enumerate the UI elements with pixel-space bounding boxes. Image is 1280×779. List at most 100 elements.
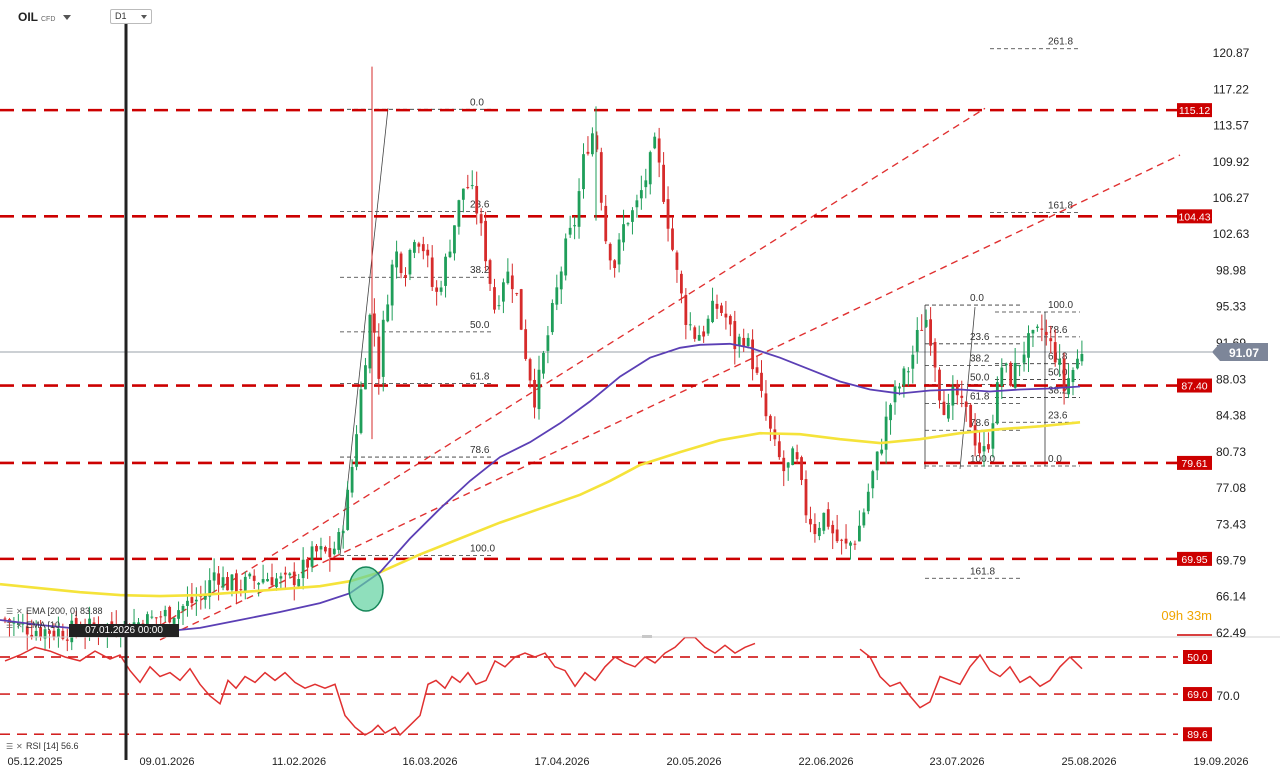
candle-body	[212, 572, 216, 581]
candle-body	[159, 616, 163, 618]
candle-body	[1009, 362, 1013, 386]
candle-body	[550, 303, 554, 333]
price-axis-label: 84.38	[1216, 409, 1246, 423]
candle-body	[813, 524, 817, 535]
candle-body	[617, 239, 621, 265]
price-axis-label: 98.98	[1216, 263, 1246, 277]
candle-body	[920, 329, 924, 331]
candle-body	[328, 548, 332, 558]
settings-icon[interactable]: ☰	[6, 607, 14, 616]
settings-icon[interactable]: ☰	[6, 621, 14, 630]
fib-level-label: 50.0	[970, 373, 990, 384]
candle-body	[461, 188, 465, 200]
fib-level-label: 23.6	[470, 200, 490, 211]
candle-body	[257, 582, 261, 585]
candle-body	[697, 334, 701, 341]
time-axis-label: 22.06.2026	[798, 756, 853, 768]
candle-body	[39, 627, 42, 638]
candle-body	[791, 448, 795, 466]
candle-body	[582, 154, 585, 190]
level-price-tag-label: 104.43	[1178, 211, 1210, 223]
candle-body	[310, 546, 314, 567]
legend-ema100[interactable]: ☰ ✕ EMA [10	[6, 620, 61, 630]
chevron-down-icon[interactable]	[63, 15, 72, 21]
candle-body	[319, 546, 323, 550]
candle-body	[666, 199, 670, 229]
candle-body	[61, 630, 65, 639]
candle-body	[688, 324, 692, 326]
candle-body	[288, 573, 292, 576]
candle-body	[933, 341, 937, 368]
price-axis-label: 69.79	[1216, 553, 1246, 567]
candle-body	[190, 597, 194, 603]
candle-body	[65, 639, 69, 641]
candle-body	[947, 404, 950, 419]
close-icon[interactable]: ✕	[16, 621, 23, 630]
candle-body	[817, 527, 821, 537]
candle-body	[408, 249, 412, 275]
candle-body	[573, 225, 576, 227]
candle-body	[466, 187, 470, 189]
candle-body	[715, 303, 719, 309]
price-pane[interactable]: 0.0 23.6 38.2 50.0 61.8 78.6 100.0 261.8 161.8 0.…	[0, 37, 1212, 652]
candle-body	[1018, 365, 1021, 367]
candle-body	[844, 538, 848, 544]
candle-body	[435, 287, 439, 292]
time-axis-label: 05.12.2025	[7, 756, 62, 768]
candle-body	[519, 289, 523, 330]
candle-body	[177, 610, 180, 619]
close-icon[interactable]: ✕	[16, 607, 23, 616]
candle-body	[168, 606, 172, 623]
candle-body	[510, 275, 514, 290]
close-icon[interactable]: ✕	[16, 742, 23, 751]
fib-level-label: 61.8	[470, 372, 490, 383]
time-axis-label: 20.05.2026	[666, 756, 721, 768]
candle-body	[835, 529, 839, 542]
candle-body	[809, 518, 812, 525]
candle-body	[546, 335, 550, 351]
candle-body	[301, 559, 305, 579]
candle-body	[586, 151, 590, 154]
candle-body	[635, 200, 639, 208]
candle-body	[475, 185, 479, 214]
candle-body	[413, 242, 416, 253]
candle-body	[644, 180, 648, 188]
candle-body	[426, 249, 430, 256]
timeframe-select[interactable]: D1	[110, 9, 152, 24]
price-axis-label: 88.03	[1216, 372, 1246, 386]
rsi-level-tag	[1183, 727, 1212, 742]
rsi-pane[interactable]: 89.6 69.0 50.0 70.0	[0, 636, 1240, 742]
candle-body	[733, 321, 737, 350]
candle-body	[648, 152, 652, 185]
candle-body	[782, 457, 786, 472]
legend-rsi[interactable]: ☰ ✕ RSI [14] 56.6	[6, 741, 79, 751]
candle-body	[991, 423, 995, 449]
candle-body	[332, 548, 336, 555]
symbol-selector[interactable]: OIL CFD	[18, 10, 72, 24]
candle-body	[653, 136, 657, 149]
candle-body	[858, 525, 861, 542]
candle-body	[537, 369, 541, 410]
candle-body	[1080, 353, 1084, 362]
candle-body	[871, 471, 875, 489]
trend-line-lower	[159, 154, 1181, 641]
candle-body	[568, 227, 572, 235]
candle-body	[675, 252, 679, 270]
candle-body	[751, 339, 754, 370]
fib-anchor-line	[339, 108, 389, 556]
fib-level-label: 100.0	[470, 543, 495, 554]
timeframe-value: D1	[115, 11, 127, 21]
candle-body	[48, 630, 51, 634]
fib-level-label: 161.8	[1048, 201, 1073, 212]
candle-body	[591, 133, 594, 155]
candle-body	[595, 135, 599, 150]
settings-icon[interactable]: ☰	[6, 742, 14, 751]
candle-body	[470, 185, 474, 187]
candle-body	[186, 600, 189, 606]
candle-body	[1000, 367, 1004, 387]
candle-body	[488, 260, 492, 284]
candle-body	[372, 313, 376, 333]
legend-ema200[interactable]: ☰ ✕ EMA [200, 0] 83.88	[6, 606, 103, 616]
candle-body	[911, 354, 915, 369]
